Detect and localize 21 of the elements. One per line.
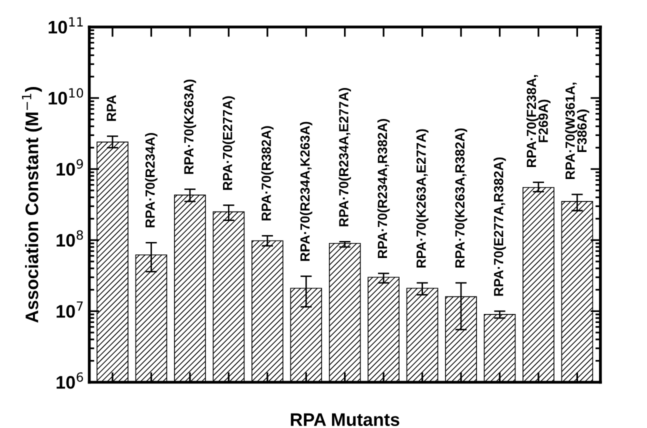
x-tick-label: RPA·70(R234A) (145, 133, 158, 228)
x-tick-label: RPA·70(E277A) (222, 96, 235, 190)
x-tick-label: RPA·70(K263A,E277A) (416, 129, 428, 268)
x-tick-label: RPA (106, 95, 116, 121)
x-tick-label: RPA·70(E277A,R382A) (494, 157, 506, 296)
x-tick-label: RPA·70(R234A,R382A) (377, 119, 390, 258)
y-axis-title: Association Constant (M$^{−1}$) (22, 87, 42, 323)
x-tick-label: RPA·70(W361A, F386A) (565, 82, 590, 180)
y-tick-label: 10$^{11}$ (48, 17, 83, 34)
x-tick-label: RPA·70(R382A) (261, 126, 274, 220)
x-tick-label: RPA·70(F238A, F269A) (526, 75, 551, 167)
y-tick-label: 10$^{10}$ (48, 88, 84, 105)
y-tick-label: 10$^{6}$ (56, 372, 84, 389)
y-tick-label: 10$^{7}$ (56, 301, 83, 318)
x-tick-label: RPA·70(K263A,R382A) (454, 128, 468, 268)
x-tick-label: RPA·70(R234A,E277A) (338, 88, 351, 226)
y-tick-label: 10$^{9}$ (56, 159, 83, 176)
y-tick-label: 10$^{8}$ (56, 230, 83, 247)
x-axis-title: RPA Mutants (290, 413, 400, 426)
x-tick-label: RPA·70(R234A,K263A) (300, 122, 312, 261)
x-tick-label: RPA·70(K263A) (184, 80, 196, 174)
